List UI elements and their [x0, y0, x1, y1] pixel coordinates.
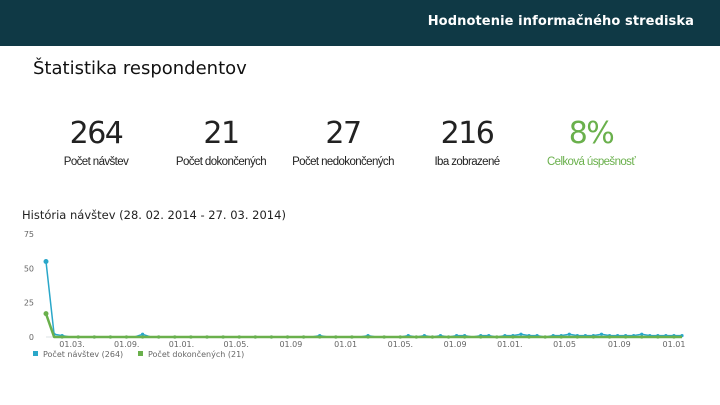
data-point-completed: [253, 335, 257, 339]
data-point-completed: [607, 335, 612, 339]
y-tick-label: 75: [24, 230, 34, 239]
stat-success-rate-value: 8%: [568, 116, 615, 151]
data-point-completed: [398, 335, 402, 339]
x-tick-label: 01.05.: [223, 340, 248, 349]
history-chart: 75 50 25 0 01.03. 01.09. 01.01. 01.05. 01.09 01.0…: [24, 230, 686, 359]
x-tick-label: 01.03.: [59, 340, 84, 349]
y-tick-label: 0: [29, 333, 34, 342]
stat-completed-label: Počet dokončených: [175, 156, 267, 168]
data-point-completed: [237, 335, 241, 339]
data-point-completed: [334, 335, 338, 339]
data-point-completed: [624, 335, 628, 339]
x-tick-label: 01.01.: [497, 340, 522, 349]
x-tick-label: 01.01: [663, 340, 686, 349]
data-point-visits: [640, 332, 644, 336]
data-point-visits: [567, 332, 571, 336]
data-point-completed: [173, 335, 177, 339]
y-tick-label: 50: [24, 264, 34, 273]
y-tick-label: 25: [24, 299, 34, 308]
x-tick-label: 01.09.: [114, 340, 139, 349]
data-point-completed: [157, 335, 161, 339]
stat-viewed-only-value: 216: [440, 116, 495, 151]
x-tick-label: 01.05: [553, 340, 576, 349]
data-point-completed: [382, 335, 386, 339]
data-point-completed: [414, 335, 418, 339]
data-point-completed: [366, 335, 370, 339]
stat-incomplete-label: Počet nedokončených: [292, 156, 394, 168]
data-point-completed: [543, 335, 547, 339]
x-tick-label: 01.09: [444, 340, 467, 349]
data-point-completed: [221, 335, 225, 339]
data-point-visits: [519, 332, 523, 336]
data-point-completed: [591, 335, 596, 339]
series-line-visits: [45, 261, 682, 338]
data-point-completed: [350, 335, 354, 339]
data-point-completed: [446, 335, 451, 339]
data-point-completed: [92, 335, 96, 339]
data-point-completed: [511, 335, 515, 339]
data-point-completed: [302, 335, 306, 339]
data-point-completed: [479, 335, 483, 339]
data-point-completed: [656, 335, 660, 339]
stat-success-rate: 8% Celková úspešnosť: [516, 114, 666, 168]
x-tick-label: 01.05.: [388, 340, 413, 349]
stat-incomplete-value: 27: [325, 116, 362, 151]
stat-visits: 264 Počet návštev: [21, 114, 171, 168]
data-point-completed: [318, 335, 322, 339]
x-tick-label: 01.01.: [169, 340, 194, 349]
stat-viewed-only-label: Iba zobrazené: [434, 156, 500, 168]
section-title: Štatistika respondentov: [33, 58, 247, 79]
data-point-visits: [141, 332, 145, 336]
legend-marker: [33, 351, 38, 356]
data-point-visits: [43, 258, 49, 264]
data-point-completed: [60, 335, 64, 339]
legend-label: Počet dokončených (21): [148, 349, 244, 359]
x-tick-label: 01.01: [334, 340, 357, 349]
header-bar: Hodnotenie informačného strediska: [0, 0, 720, 46]
data-point-completed: [43, 311, 49, 317]
data-point-completed: [124, 335, 129, 339]
data-point-completed: [559, 335, 563, 339]
history-title: História návštev (28. 02. 2014 - 27. 03.…: [22, 208, 286, 222]
legend-label: Počet návštev (264): [43, 349, 123, 359]
data-point-completed: [108, 335, 113, 339]
data-point-visits: [599, 332, 604, 336]
stat-completed: 21 Počet dokončených: [146, 114, 296, 168]
data-point-completed: [76, 335, 80, 339]
data-point-completed: [430, 335, 435, 339]
x-tick-label: 01.09: [279, 340, 302, 349]
data-point-completed: [141, 335, 145, 339]
data-point-completed: [527, 335, 531, 339]
data-point-completed: [205, 335, 209, 339]
header-title: Hodnotenie informačného strediska: [427, 14, 694, 29]
stat-visits-value: 264: [69, 116, 124, 151]
stat-viewed-only: 216 Iba zobrazené: [392, 114, 542, 168]
x-tick-label: 01.09: [608, 340, 631, 349]
data-point-completed: [575, 335, 579, 339]
stat-visits-label: Počet návštev: [63, 156, 129, 168]
stat-success-rate-label: Celková úspešnosť: [546, 156, 636, 168]
legend-marker: [138, 351, 143, 356]
data-point-completed: [269, 335, 274, 339]
data-point-completed: [495, 335, 499, 339]
data-point-completed: [640, 335, 644, 339]
data-point-completed: [672, 335, 676, 339]
data-point-completed: [285, 335, 290, 339]
stat-completed-value: 21: [203, 116, 240, 151]
data-point-completed: [189, 335, 193, 339]
data-point-completed: [463, 335, 467, 339]
stat-incomplete: 27 Počet nedokončených: [268, 114, 418, 168]
